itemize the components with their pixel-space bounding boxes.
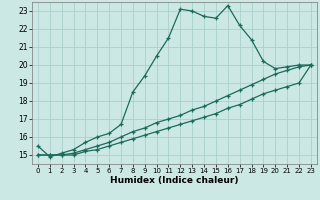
X-axis label: Humidex (Indice chaleur): Humidex (Indice chaleur) <box>110 176 239 185</box>
